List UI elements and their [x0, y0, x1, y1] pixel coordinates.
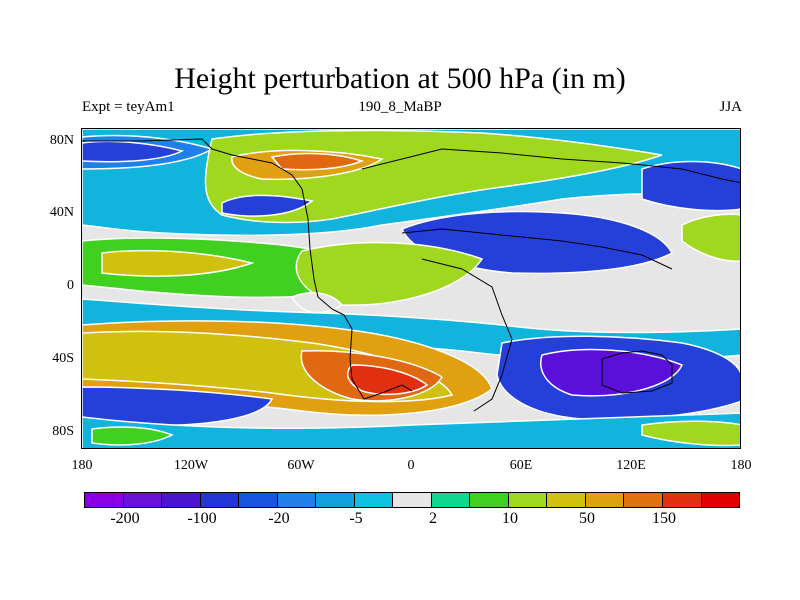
coastline-south-america: [343, 314, 413, 400]
experiment-label: Expt = teyAm1: [82, 99, 175, 115]
colorbar-box: [239, 493, 278, 507]
colorbar-box: [508, 493, 548, 507]
colorbar-box: [701, 493, 740, 507]
x-tick-60e: 60E: [509, 458, 533, 473]
indian-ocean-violet-cell: [540, 348, 684, 397]
colorbar-label: -5: [349, 510, 363, 527]
north-pacific-yellow: [681, 213, 740, 262]
colorbar-box: [431, 493, 471, 507]
north-america-blue-cell: [221, 194, 314, 217]
x-tick-180e: 180: [730, 458, 752, 473]
colorbar-label: 50: [579, 510, 595, 527]
colorbar-box: [470, 493, 509, 507]
colorbar: [84, 492, 740, 508]
colorbar-label: -20: [268, 510, 290, 527]
season-label: JJA: [719, 99, 742, 115]
colorbar-box: [162, 493, 201, 507]
coastline-australia: [601, 350, 673, 394]
central-yellow-cell: [295, 241, 484, 306]
colorbar-label: 2: [429, 510, 437, 527]
colorbar-label: -100: [187, 510, 217, 527]
colorbar-box: [393, 493, 432, 507]
y-tick-80N: 80N: [49, 133, 74, 148]
coastline-africa: [421, 258, 513, 412]
height-perturbation-map: [82, 129, 740, 448]
north-atlantic-red: [270, 152, 365, 171]
x-tick-180w: 180: [71, 458, 93, 473]
y-tick-0: 0: [67, 278, 74, 293]
south-atlantic-red: [346, 364, 429, 396]
colorbar-box: [200, 493, 240, 507]
colorbar-label: -200: [110, 510, 140, 527]
antarctic-green-patch-east: [641, 420, 740, 447]
north-pacific-blue: [82, 140, 185, 163]
colorbar-box: [277, 493, 317, 507]
colorbar-box: [585, 493, 625, 507]
x-tick-60w: 60W: [287, 458, 315, 473]
east-asia-blue-cell: [641, 160, 740, 212]
colorbar-box: [547, 493, 586, 507]
colorbar-label: 10: [502, 510, 518, 527]
x-tick-0: 0: [407, 458, 415, 473]
coastline-north-america: [82, 138, 345, 316]
colorbar-box: [123, 493, 163, 507]
coastline-eurasia: [361, 148, 740, 270]
equatorial-gray-gap: [290, 292, 344, 314]
colorbar-box: [624, 493, 663, 507]
y-tick-40S: 40S: [52, 351, 74, 366]
tropics-yellow-cell: [101, 249, 255, 277]
antarctic-light-blue: [82, 412, 740, 448]
colorbar-box: [662, 493, 702, 507]
colorbar-box: [354, 493, 394, 507]
period-label: 190_8_MaBP: [358, 99, 442, 115]
map-plot-area: [81, 128, 741, 449]
y-tick-80S: 80S: [52, 424, 74, 439]
x-tick-120e: 120E: [616, 458, 646, 473]
chart-title: Height perturbation at 500 hPa (in m): [174, 62, 626, 95]
x-tick-120w: 120W: [173, 458, 209, 473]
y-tick-40N: 40N: [49, 205, 74, 220]
colorbar-box: [85, 493, 124, 507]
colorbar-box: [316, 493, 355, 507]
antarctic-green-patch: [91, 426, 174, 446]
colorbar-label: 150: [652, 510, 676, 527]
